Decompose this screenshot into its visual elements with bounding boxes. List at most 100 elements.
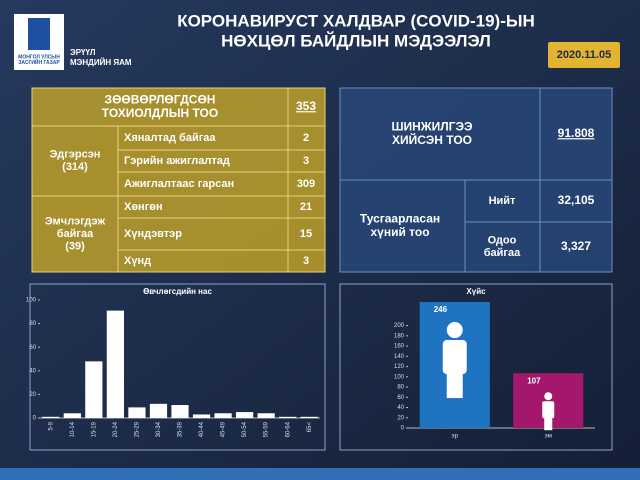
ministry-name: МЭНДИЙН ЯАМ: [70, 58, 132, 67]
bar: [128, 407, 146, 418]
bar: [192, 414, 211, 418]
y-tick-label: 100: [26, 298, 37, 304]
person-icon: [442, 340, 467, 375]
group-label: (39): [65, 241, 85, 253]
date: 2020.11.05: [557, 49, 611, 61]
x-tick-label: эм: [545, 434, 552, 440]
group-label: Эмчлэгдэж: [45, 215, 105, 227]
y-tick-label: 40: [397, 405, 404, 411]
x-tick-label: эр: [452, 434, 459, 440]
total-value: 353: [296, 99, 316, 113]
person-icon: [542, 401, 555, 419]
chart-title: Өвчлөгсдийн нас: [143, 287, 212, 296]
x-tick-label: 5-9: [48, 421, 54, 430]
title: НӨХЦӨЛ БАЙДЛЫН МЭДЭЭЛЭЛ: [221, 31, 491, 50]
group-label: (314): [62, 161, 88, 173]
table-cell: [31, 195, 119, 273]
table-cell: [339, 179, 466, 273]
isolated-label: Тусгаарласан: [360, 211, 440, 225]
group-label: байгаа: [57, 228, 94, 240]
x-tick-label: 20-24: [113, 421, 119, 437]
logo-emblem: [28, 18, 50, 50]
bar: [257, 413, 275, 418]
x-tick-label: 15-19: [91, 421, 97, 437]
x-tick-label: 50-54: [242, 421, 248, 437]
y-tick-label: 60: [397, 395, 404, 401]
tests-label: ШИНЖИЛГЭЭ: [391, 119, 473, 133]
y-tick-label: 20: [29, 392, 36, 398]
person-icon: [544, 416, 553, 431]
row-value: 3: [303, 155, 309, 167]
y-tick-label: 40: [29, 368, 36, 374]
x-tick-label: 35-39: [178, 421, 184, 437]
isolated-label: хүний тоо: [370, 225, 429, 239]
x-tick-label: 25-29: [135, 421, 141, 437]
x-tick-label: 40-44: [199, 421, 205, 437]
table-cell: [539, 221, 613, 273]
person-icon: [544, 392, 553, 401]
row-label: Хөнгөн: [124, 201, 163, 213]
row-label: Хүнд: [124, 255, 151, 267]
table-cell: [539, 87, 613, 181]
bar: [42, 416, 60, 418]
bar: [85, 361, 103, 418]
row-value: 3: [303, 255, 309, 267]
title: КОРОНАВИРУСТ ХАЛДВАР (COVID-19)-ЫН: [177, 11, 535, 30]
row-label: Одоо: [488, 235, 517, 247]
chart-title: Хүйс: [466, 287, 486, 296]
table-cell: [117, 217, 289, 251]
ministry-name: ЭРҮҮЛ: [70, 48, 96, 57]
y-tick-label: 100: [394, 374, 405, 380]
value-label: 107: [527, 376, 541, 385]
chart-panel: [29, 283, 326, 451]
row-value: 309: [297, 178, 315, 190]
logo-text: ЗАСГИЙН ГАЗАР: [18, 58, 60, 66]
table-cell: [539, 179, 613, 223]
row-label: Хүндэвтэр: [124, 228, 182, 240]
bar: [279, 416, 297, 418]
x-tick-label: 60-64: [285, 421, 291, 437]
row-label: Гэрийн ажиглалтад: [124, 155, 230, 167]
table-cell: [339, 87, 541, 181]
x-tick-label: 10-14: [70, 421, 76, 437]
row-label: Ажиглалтаас гарсан: [124, 178, 234, 190]
tests-label: ХИЙСЭН ТОО: [392, 132, 472, 147]
y-tick-label: 0: [401, 426, 405, 432]
y-tick-label: 60: [29, 345, 36, 351]
y-tick-label: 120: [394, 364, 405, 370]
bar: [300, 416, 318, 418]
value-label: 246: [434, 305, 448, 314]
bar: [63, 413, 81, 418]
y-tick-label: 0: [33, 416, 37, 422]
table-cell: [117, 171, 289, 197]
bar: [171, 405, 189, 418]
x-tick-label: 30-34: [156, 421, 162, 437]
bar: [106, 310, 124, 418]
row-label: Хяналтад байгаа: [124, 132, 216, 144]
person-icon: [446, 370, 463, 399]
total-label: ТОХИОЛДЛЫН ТОО: [102, 106, 218, 120]
tests-value: 91.808: [558, 126, 595, 140]
row-label: байгаа: [484, 247, 521, 259]
y-tick-label: 20: [397, 415, 404, 421]
date-box: [548, 42, 620, 68]
table-cell: [287, 249, 326, 273]
table-cell: [464, 221, 541, 273]
table-cell: [31, 87, 289, 127]
y-tick-label: 200: [394, 323, 405, 329]
total-label: ЗӨӨВӨРЛӨГДСӨН: [105, 92, 216, 106]
bar: [236, 412, 254, 418]
row-value: 3,327: [561, 239, 591, 253]
chart-panel: [339, 283, 613, 451]
y-tick-label: 80: [29, 321, 36, 327]
logo-text: МОНГОЛ УЛСЫН: [18, 55, 60, 61]
table-cell: [287, 171, 326, 197]
bar: [214, 413, 232, 418]
group-label: Эдгэрсэн: [50, 149, 101, 161]
y-tick-label: 160: [394, 344, 405, 350]
table-cell: [464, 179, 541, 223]
row-label: Нийт: [489, 195, 516, 207]
row-value: 15: [300, 228, 312, 240]
person-icon: [446, 322, 463, 339]
